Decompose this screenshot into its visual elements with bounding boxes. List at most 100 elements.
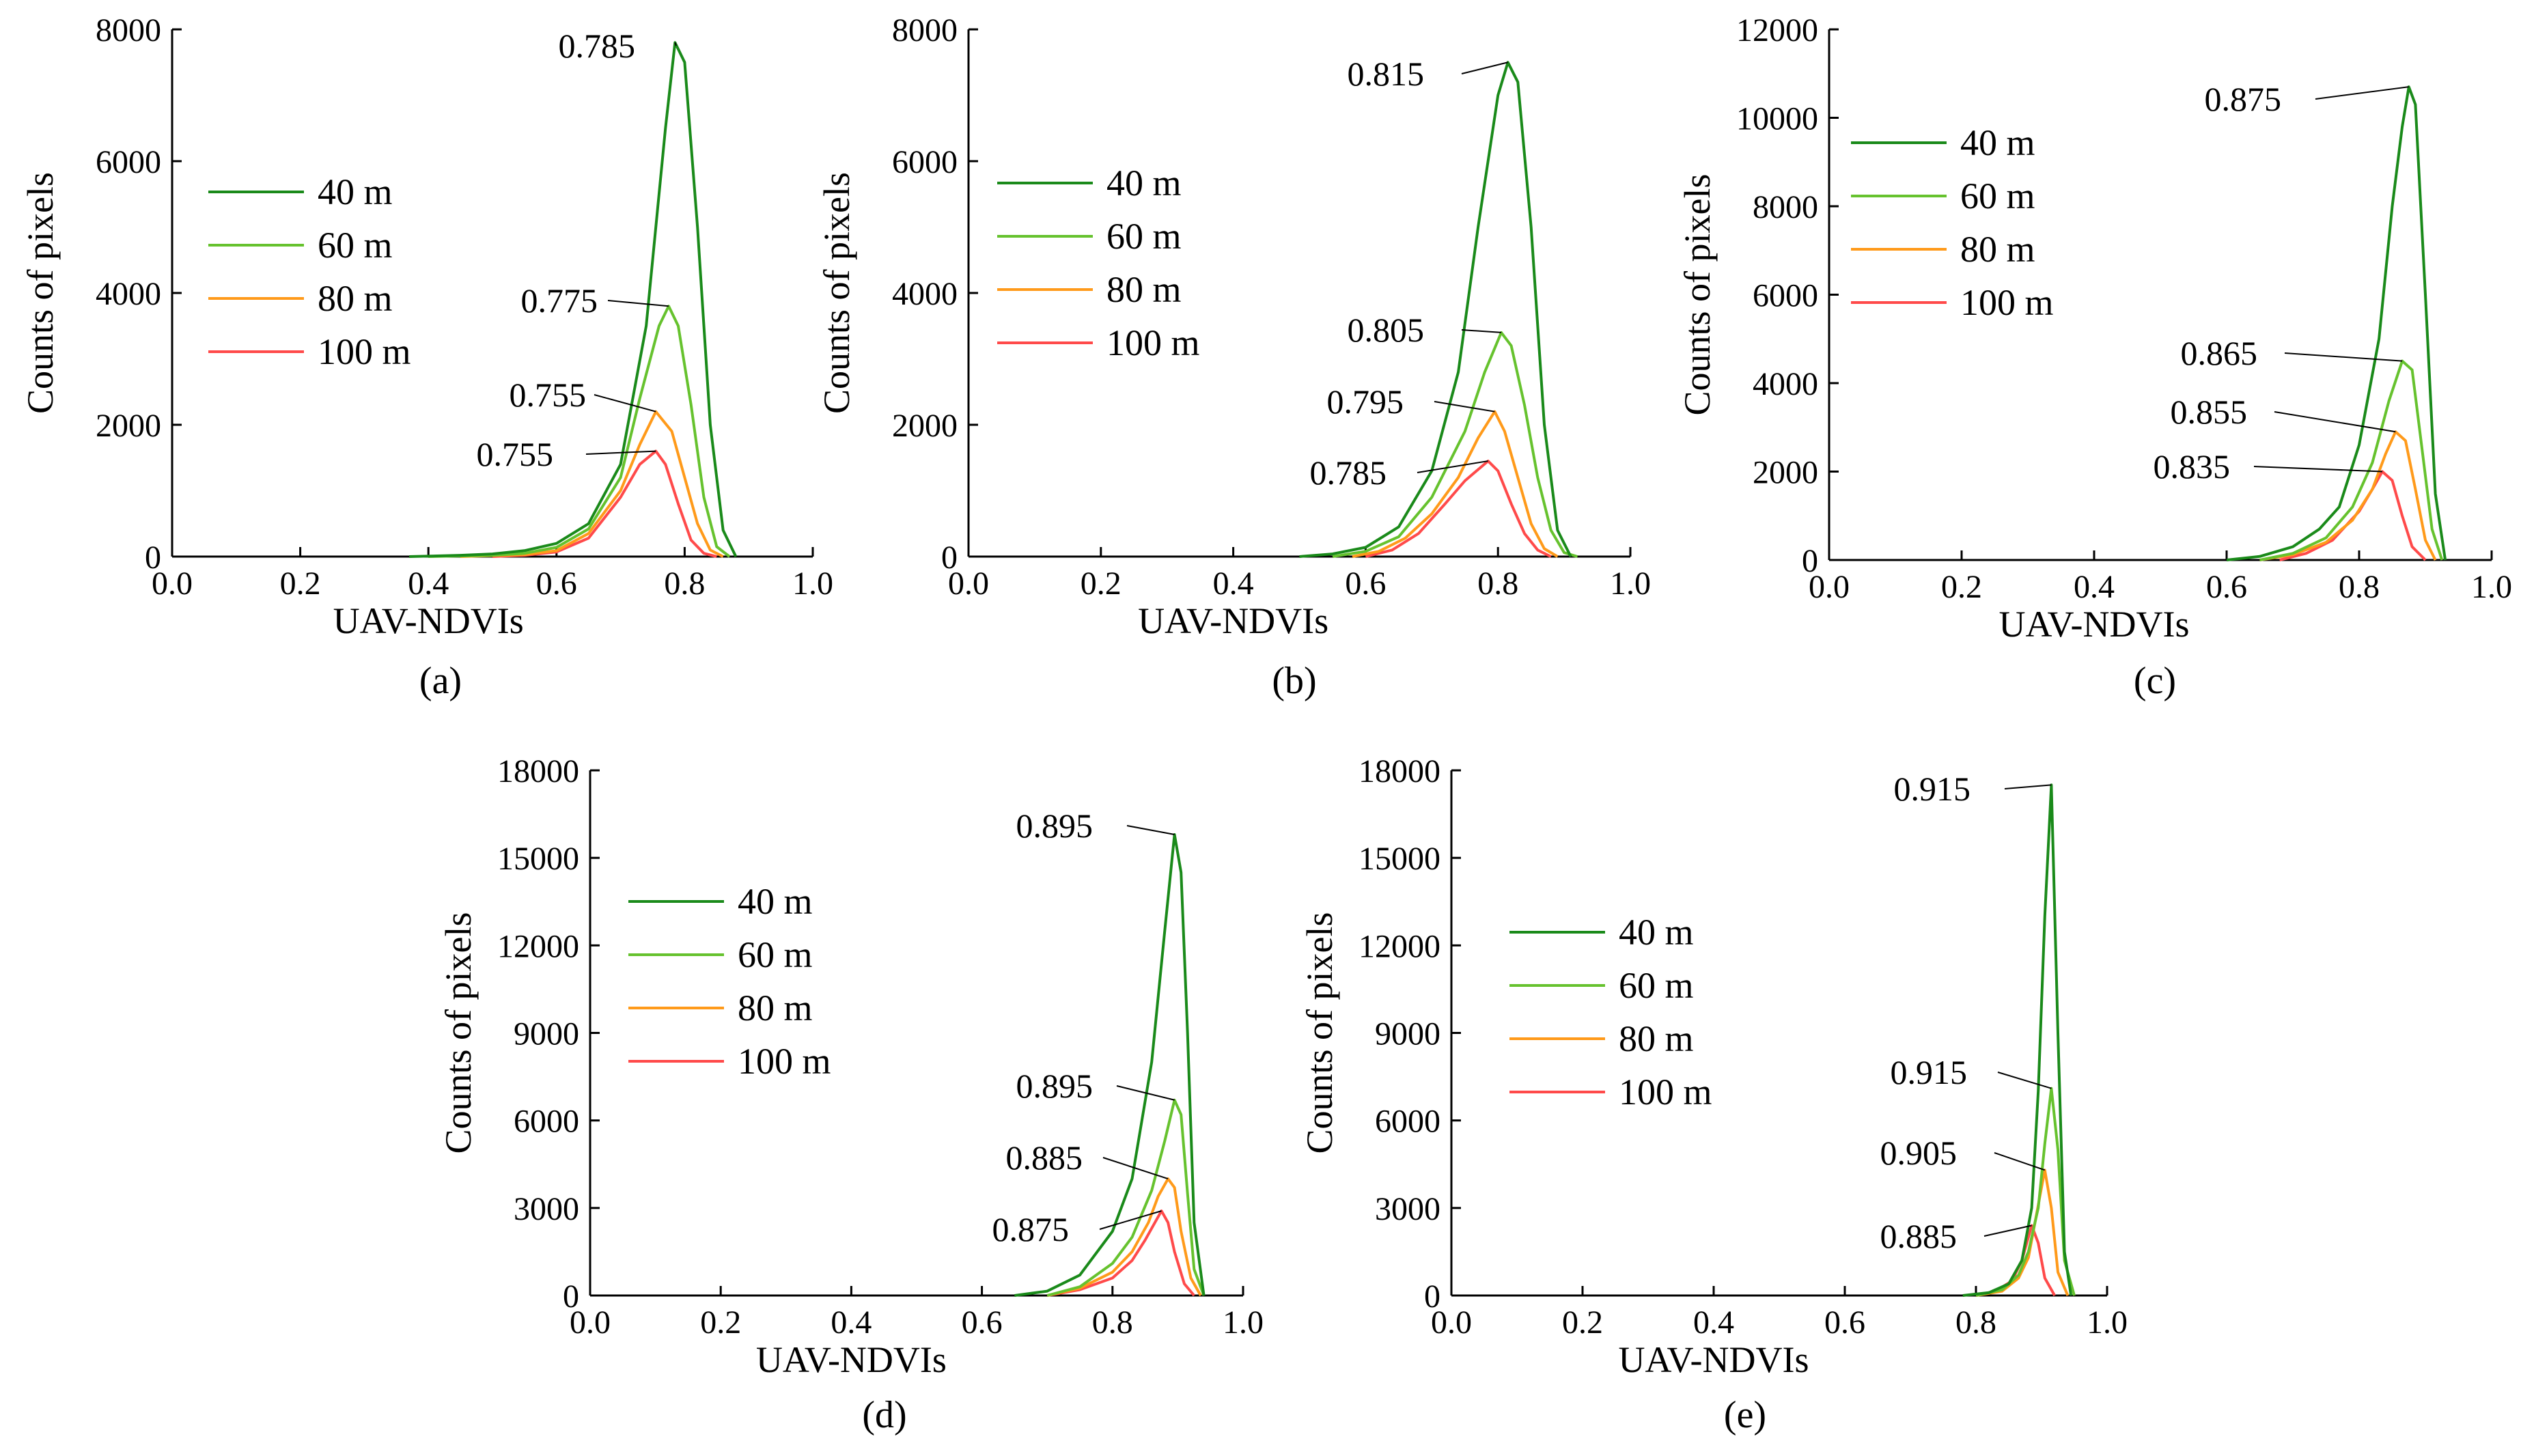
y-tick-label: 12000 <box>1359 928 1440 964</box>
series-line-80m <box>2259 430 2437 561</box>
peak-label-100m: 0.835 <box>2154 447 2231 486</box>
y-tick-label: 15000 <box>497 841 579 877</box>
series-line-60m <box>428 305 731 558</box>
peak-leader-line <box>2284 352 2403 362</box>
legend-label: 80 m <box>1960 229 2035 270</box>
x-tick-label: 0.2 <box>700 1304 741 1341</box>
series-line-80m <box>1046 1177 1202 1297</box>
series-line-60m <box>1046 1098 1206 1297</box>
legend-label: 100 m <box>318 331 411 372</box>
y-tick-label: 0 <box>145 540 161 576</box>
x-tick-label: 0.6 <box>536 565 577 602</box>
series-line-80m <box>1975 1168 2070 1297</box>
legend-label: 100 m <box>1960 282 2054 323</box>
peak-leader-line <box>1434 401 1495 412</box>
legend-label: 40 m <box>738 881 813 922</box>
peak-label-100m: 0.885 <box>1880 1217 1958 1255</box>
y-axis-title: Counts of pixels <box>438 912 479 1153</box>
peak-leader-line <box>594 394 656 412</box>
peak-leader-line <box>1126 825 1175 835</box>
peak-leader-line <box>1994 1152 2046 1171</box>
series-line-40m <box>2226 85 2447 561</box>
y-tick-label: 15000 <box>1359 841 1440 877</box>
y-tick-label: 8000 <box>1753 189 1818 225</box>
panel-label: (c) <box>2134 660 2176 702</box>
peak-leader-line <box>1983 1224 2032 1237</box>
x-tick-label: 1.0 <box>1223 1304 1264 1341</box>
x-tick-label: 1.0 <box>2087 1304 2128 1341</box>
x-tick-label: 0.0 <box>152 565 193 602</box>
series-line-40m <box>409 41 738 558</box>
x-tick-label: 0.6 <box>1824 1304 1865 1341</box>
y-tick-label: 0 <box>1424 1278 1440 1315</box>
panel-label: (a) <box>419 660 462 702</box>
y-tick-label: 4000 <box>96 276 161 312</box>
x-axis-title: UAV-NDVIs <box>1998 604 2189 645</box>
y-tick-label: 9000 <box>1375 1016 1440 1052</box>
peak-label-80m: 0.795 <box>1327 382 1404 421</box>
chart-panel-d: 0.0 0.2 0.4 0.6 0.8 1.0 0 3000 6000 9000 12000 1500… <box>438 753 1264 1436</box>
peak-label-60m: 0.775 <box>521 281 598 320</box>
legend-label: 40 m <box>1960 122 2035 163</box>
peak-label-80m: 0.755 <box>510 376 587 414</box>
x-tick-label: 0.2 <box>1562 1304 1603 1341</box>
legend-label: 60 m <box>1106 216 1182 257</box>
legend-label: 100 m <box>1619 1072 1712 1112</box>
peak-label-80m: 0.885 <box>1006 1138 1083 1177</box>
x-tick-label: 0.2 <box>280 565 321 602</box>
panel-label: (b) <box>1272 660 1316 702</box>
y-axis-title: Counts of pixels <box>1677 173 1718 415</box>
legend-label: 40 m <box>1619 912 1694 953</box>
y-tick-label: 0 <box>1802 543 1818 579</box>
peak-leader-line <box>2253 466 2382 473</box>
peak-leader-line <box>1116 1085 1175 1101</box>
peak-label-40m: 0.895 <box>1016 807 1094 845</box>
y-tick-label: 8000 <box>892 12 958 48</box>
series-line-100m <box>2279 470 2427 561</box>
y-tick-label: 9000 <box>514 1016 579 1052</box>
peak-label-40m: 0.875 <box>2205 80 2282 118</box>
legend-label: 60 m <box>318 225 393 266</box>
x-tick-label: 0.6 <box>2206 569 2247 605</box>
x-tick-label: 0.4 <box>408 565 449 602</box>
legend-label: 80 m <box>738 988 813 1028</box>
series-line-100m <box>1365 460 1552 558</box>
legend-label: 100 m <box>738 1041 831 1082</box>
y-axis-title: Counts of pixels <box>816 172 857 414</box>
chart-panel-a: 0.0 0.2 0.4 0.6 0.8 1.0 0 2000 4000 6000 8000 UAV-N… <box>20 12 833 702</box>
peak-label-100m: 0.875 <box>992 1210 1070 1248</box>
x-tick-label: 0.4 <box>1213 565 1254 602</box>
peak-label-60m: 0.805 <box>1348 311 1425 349</box>
peak-leader-line <box>1997 1072 2052 1089</box>
y-tick-label: 3000 <box>514 1191 579 1227</box>
legend-label: 60 m <box>1960 176 2035 216</box>
peak-label-100m: 0.785 <box>1310 453 1387 492</box>
x-tick-label: 0.8 <box>2339 569 2380 605</box>
peak-leader-line <box>1102 1157 1169 1180</box>
x-tick-label: 0.4 <box>2074 569 2115 605</box>
x-tick-label: 0.0 <box>948 565 989 602</box>
peak-leader-line <box>674 42 677 46</box>
peak-leader-line <box>607 300 669 307</box>
y-tick-label: 12000 <box>1736 12 1818 48</box>
y-tick-label: 18000 <box>1359 753 1440 789</box>
y-tick-label: 6000 <box>1753 278 1818 314</box>
peak-label-80m: 0.855 <box>2171 393 2248 431</box>
y-tick-label: 18000 <box>497 753 579 789</box>
series-line-40m <box>1299 61 1572 558</box>
x-tick-label: 0.8 <box>1955 1304 1996 1341</box>
legend-label: 60 m <box>738 934 813 975</box>
peak-leader-line <box>2315 86 2409 100</box>
y-tick-label: 6000 <box>1375 1104 1440 1140</box>
x-tick-label: 0.2 <box>1081 565 1122 602</box>
y-tick-label: 8000 <box>96 12 161 48</box>
x-tick-label: 0.0 <box>570 1304 611 1341</box>
x-tick-label: 0.4 <box>831 1304 872 1341</box>
y-tick-label: 3000 <box>1375 1191 1440 1227</box>
legend-label: 80 m <box>1106 269 1182 310</box>
panel-label: (e) <box>1724 1394 1766 1436</box>
peak-leader-line <box>2004 784 2052 789</box>
peak-leader-line <box>2274 411 2396 433</box>
x-tick-label: 0.8 <box>1092 1304 1133 1341</box>
